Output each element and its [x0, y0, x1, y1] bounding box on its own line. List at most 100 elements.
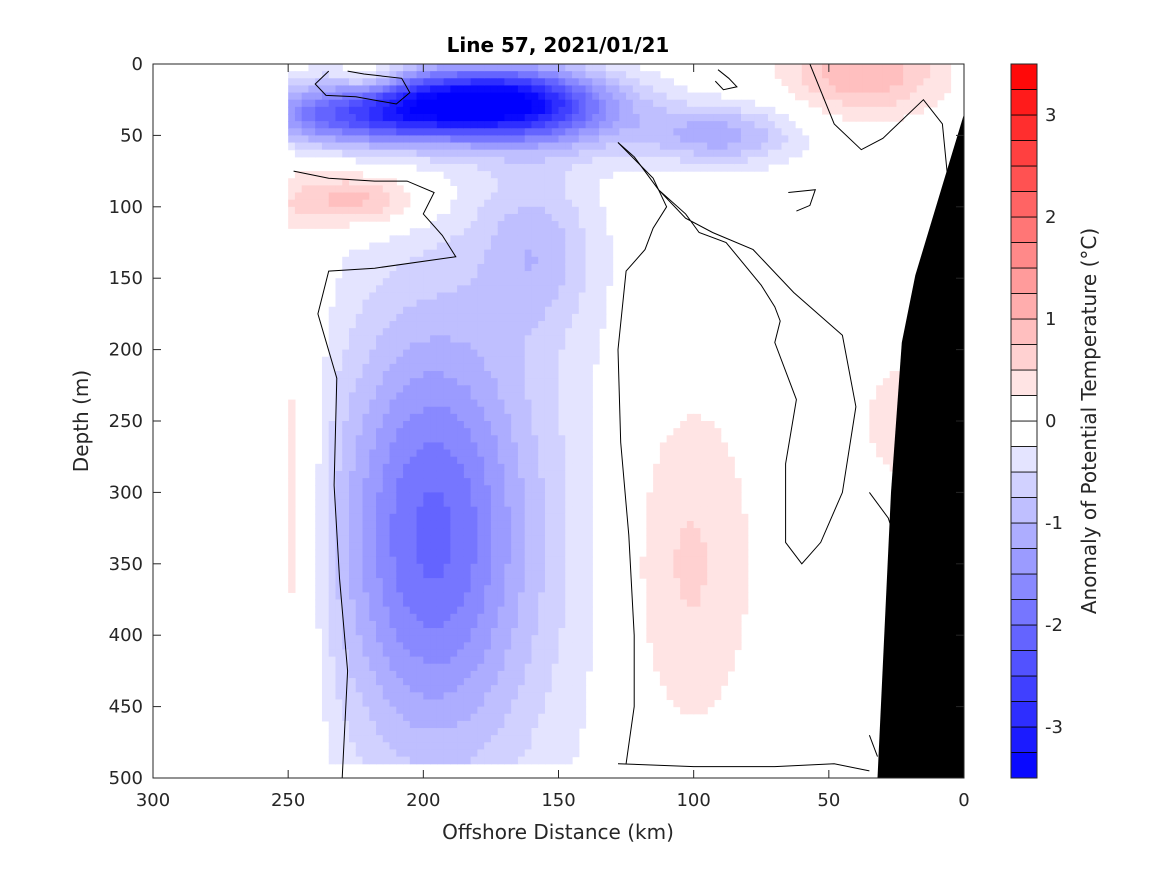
anomaly-cell — [497, 249, 506, 258]
anomaly-cell — [355, 335, 364, 344]
anomaly-cell — [720, 128, 729, 136]
anomaly-cell — [301, 85, 310, 94]
anomaly-cell — [781, 156, 789, 165]
anomaly-cell — [409, 228, 418, 236]
anomaly-cell — [876, 392, 884, 401]
anomaly-cell — [376, 456, 384, 465]
anomaly-cell — [321, 692, 330, 701]
anomaly-cell — [531, 64, 539, 72]
anomaly-cell — [362, 578, 370, 586]
anomaly-cell — [450, 221, 458, 229]
anomaly-cell — [720, 163, 729, 172]
anomaly-cell — [686, 649, 695, 658]
anomaly-cell — [666, 592, 674, 601]
anomaly-cell — [443, 378, 451, 386]
anomaly-cell — [463, 206, 472, 215]
anomaly-cell — [477, 128, 485, 136]
anomaly-cell — [430, 570, 438, 579]
anomaly-cell — [463, 635, 472, 643]
anomaly-cell — [484, 413, 492, 422]
anomaly-cell — [524, 135, 533, 144]
anomaly-cell — [342, 449, 350, 458]
anomaly-cell — [659, 578, 668, 586]
anomaly-cell — [578, 313, 587, 322]
anomaly-cell — [328, 313, 337, 322]
anomaly-cell — [436, 306, 445, 315]
anomaly-cell — [348, 385, 357, 394]
anomaly-cell — [436, 706, 445, 715]
anomaly-cell — [632, 64, 641, 72]
anomaly-cell — [646, 113, 654, 122]
anomaly-cell — [484, 563, 492, 572]
anomaly-cell — [544, 249, 553, 258]
anomaly-cell — [389, 635, 397, 643]
anomaly-cell — [484, 328, 492, 336]
anomaly-cell — [436, 556, 445, 565]
anomaly-cell — [585, 271, 593, 279]
anomaly-cell — [578, 135, 587, 144]
anomaly-cell — [524, 249, 533, 258]
anomaly-cell — [497, 449, 506, 458]
anomaly-cell — [328, 513, 337, 522]
anomaly-cell — [673, 456, 681, 465]
anomaly-cell — [362, 513, 370, 522]
anomaly-cell — [565, 342, 573, 351]
anomaly-cell — [578, 178, 587, 186]
anomaly-cell — [288, 135, 296, 144]
anomaly-cell — [842, 64, 850, 72]
anomaly-cell — [409, 113, 418, 122]
anomaly-cell — [511, 349, 519, 358]
anomaly-cell — [612, 78, 620, 87]
anomaly-cell — [450, 742, 458, 751]
anomaly-cell — [389, 371, 397, 379]
anomaly-cell — [436, 321, 445, 329]
anomaly-cell — [544, 549, 553, 558]
anomaly-cell — [463, 578, 472, 586]
anomaly-cell — [423, 428, 431, 436]
anomaly-cell — [585, 499, 593, 508]
anomaly-cell — [558, 720, 566, 729]
anomaly-cell — [416, 399, 424, 408]
anomaly-cell — [666, 92, 674, 101]
anomaly-cell — [355, 556, 364, 565]
anomaly-cell — [639, 99, 647, 108]
anomaly-cell — [490, 442, 499, 451]
anomaly-cell — [504, 221, 512, 229]
anomaly-cell — [443, 156, 451, 165]
anomaly-cell — [301, 142, 310, 151]
anomaly-cell — [396, 92, 404, 101]
anomaly-cell — [612, 85, 620, 94]
anomaly-cell — [646, 528, 654, 536]
anomaly-cell — [348, 585, 357, 593]
anomaly-cell — [828, 99, 837, 108]
anomaly-cell — [335, 78, 343, 87]
anomaly-cell — [511, 449, 519, 458]
anomaly-cell — [484, 306, 492, 315]
anomaly-cell — [409, 692, 418, 701]
anomaly-cell — [457, 720, 465, 729]
anomaly-cell — [389, 592, 397, 601]
anomaly-cell — [369, 78, 377, 87]
anomaly-cell — [713, 570, 722, 579]
anomaly-cell — [653, 635, 661, 643]
anomaly-cell — [436, 64, 445, 72]
anomaly-cell — [808, 71, 816, 79]
anomaly-cell — [511, 635, 519, 643]
anomaly-cell — [342, 221, 350, 229]
anomaly-cell — [463, 563, 472, 572]
anomaly-cell — [342, 113, 350, 122]
chart-title: Line 57, 2021/01/21 — [447, 33, 670, 57]
anomaly-cell — [754, 106, 762, 115]
anomaly-cell — [734, 542, 742, 551]
anomaly-cell — [572, 178, 580, 186]
anomaly-cell — [551, 699, 560, 708]
anomaly-cell — [713, 135, 722, 144]
anomaly-cell — [511, 735, 519, 743]
anomaly-cell — [396, 585, 404, 593]
anomaly-cell — [403, 299, 411, 308]
anomaly-cell — [592, 349, 600, 358]
anomaly-cell — [538, 635, 546, 643]
anomaly-cell — [328, 449, 337, 458]
anomaly-cell — [497, 185, 506, 194]
anomaly-cell — [524, 121, 533, 129]
